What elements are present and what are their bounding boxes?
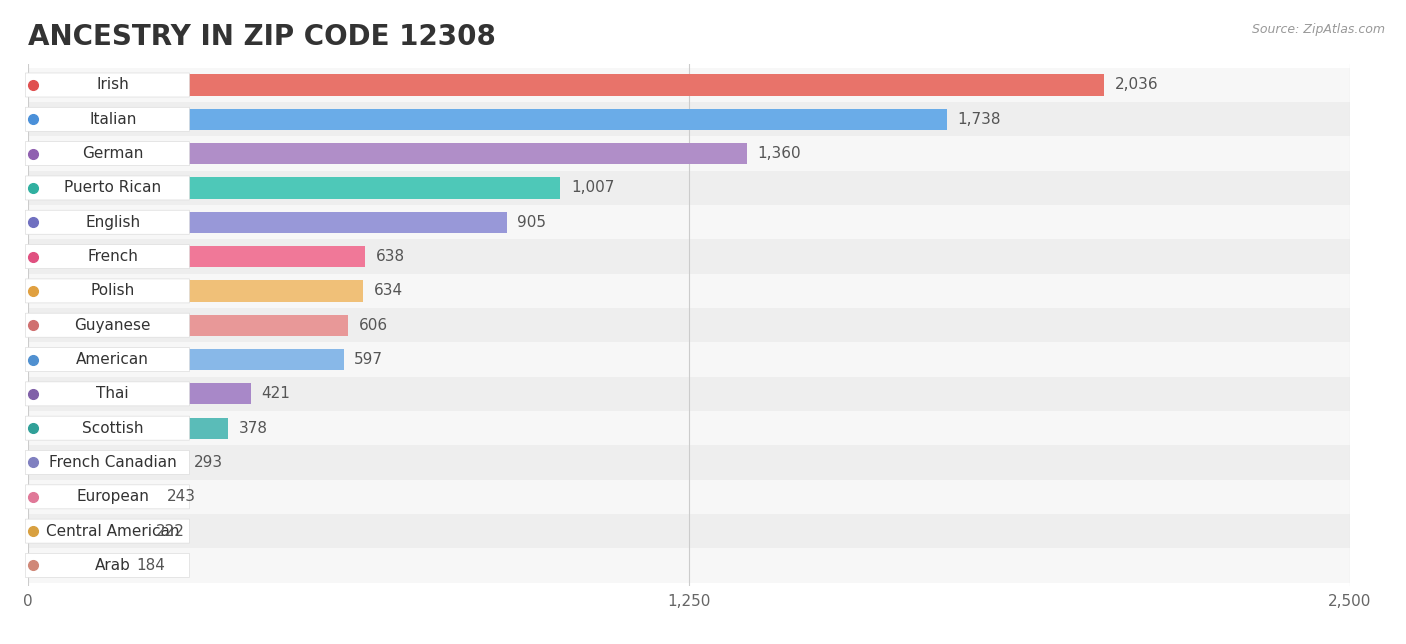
Bar: [28, 446, 1350, 480]
Bar: [28, 514, 1350, 548]
Text: Italian: Italian: [89, 112, 136, 127]
Text: European: European: [76, 489, 149, 504]
FancyBboxPatch shape: [25, 142, 190, 166]
FancyBboxPatch shape: [25, 73, 190, 97]
Bar: [28, 74, 1105, 95]
Bar: [28, 143, 747, 164]
Text: 2,036: 2,036: [1115, 77, 1159, 93]
Text: 243: 243: [167, 489, 197, 504]
Bar: [28, 205, 1350, 240]
Bar: [28, 452, 183, 473]
Bar: [28, 417, 228, 439]
Bar: [28, 137, 1350, 171]
Text: French: French: [87, 249, 138, 264]
Bar: [28, 274, 1350, 308]
Bar: [28, 171, 1350, 205]
Bar: [28, 314, 349, 336]
Bar: [28, 377, 1350, 411]
Bar: [28, 411, 1350, 446]
Bar: [28, 343, 1350, 377]
FancyBboxPatch shape: [25, 382, 190, 406]
Bar: [28, 68, 1350, 102]
Text: 638: 638: [375, 249, 405, 264]
Text: English: English: [86, 214, 141, 230]
Bar: [28, 212, 506, 233]
Bar: [28, 548, 1350, 583]
Text: 597: 597: [354, 352, 384, 367]
FancyBboxPatch shape: [25, 348, 190, 372]
Text: Puerto Rican: Puerto Rican: [65, 180, 162, 195]
Bar: [28, 240, 1350, 274]
Text: Guyanese: Guyanese: [75, 317, 150, 333]
Bar: [28, 486, 156, 507]
FancyBboxPatch shape: [25, 210, 190, 234]
Text: 1,738: 1,738: [957, 112, 1001, 127]
Bar: [28, 308, 1350, 343]
FancyBboxPatch shape: [25, 279, 190, 303]
Bar: [28, 349, 343, 370]
Text: French Canadian: French Canadian: [49, 455, 177, 470]
Text: Scottish: Scottish: [82, 421, 143, 436]
Text: 184: 184: [136, 558, 165, 573]
FancyBboxPatch shape: [25, 451, 190, 475]
Text: Irish: Irish: [97, 77, 129, 93]
FancyBboxPatch shape: [25, 553, 190, 578]
Text: American: American: [76, 352, 149, 367]
Bar: [28, 383, 250, 404]
Text: 634: 634: [374, 283, 404, 298]
Text: Thai: Thai: [97, 386, 129, 401]
Text: Central American: Central American: [46, 524, 180, 538]
Text: 378: 378: [239, 421, 267, 436]
Text: Polish: Polish: [90, 283, 135, 298]
Text: 905: 905: [517, 214, 546, 230]
Bar: [28, 102, 1350, 137]
Text: German: German: [82, 146, 143, 161]
FancyBboxPatch shape: [25, 176, 190, 200]
Text: 421: 421: [262, 386, 290, 401]
Text: 1,360: 1,360: [758, 146, 801, 161]
Bar: [28, 480, 1350, 514]
FancyBboxPatch shape: [25, 416, 190, 440]
FancyBboxPatch shape: [25, 313, 190, 337]
Text: ANCESTRY IN ZIP CODE 12308: ANCESTRY IN ZIP CODE 12308: [28, 23, 496, 51]
FancyBboxPatch shape: [25, 519, 190, 543]
Text: 222: 222: [156, 524, 186, 538]
Text: 1,007: 1,007: [571, 180, 614, 195]
Text: Source: ZipAtlas.com: Source: ZipAtlas.com: [1251, 23, 1385, 35]
Text: 293: 293: [194, 455, 222, 470]
Bar: [28, 555, 125, 576]
FancyBboxPatch shape: [25, 485, 190, 509]
Text: Arab: Arab: [94, 558, 131, 573]
Bar: [28, 177, 561, 198]
FancyBboxPatch shape: [25, 108, 190, 131]
Text: 606: 606: [359, 317, 388, 333]
Bar: [28, 109, 946, 130]
Bar: [28, 280, 363, 301]
Bar: [28, 246, 366, 267]
FancyBboxPatch shape: [25, 245, 190, 269]
Bar: [28, 520, 145, 542]
